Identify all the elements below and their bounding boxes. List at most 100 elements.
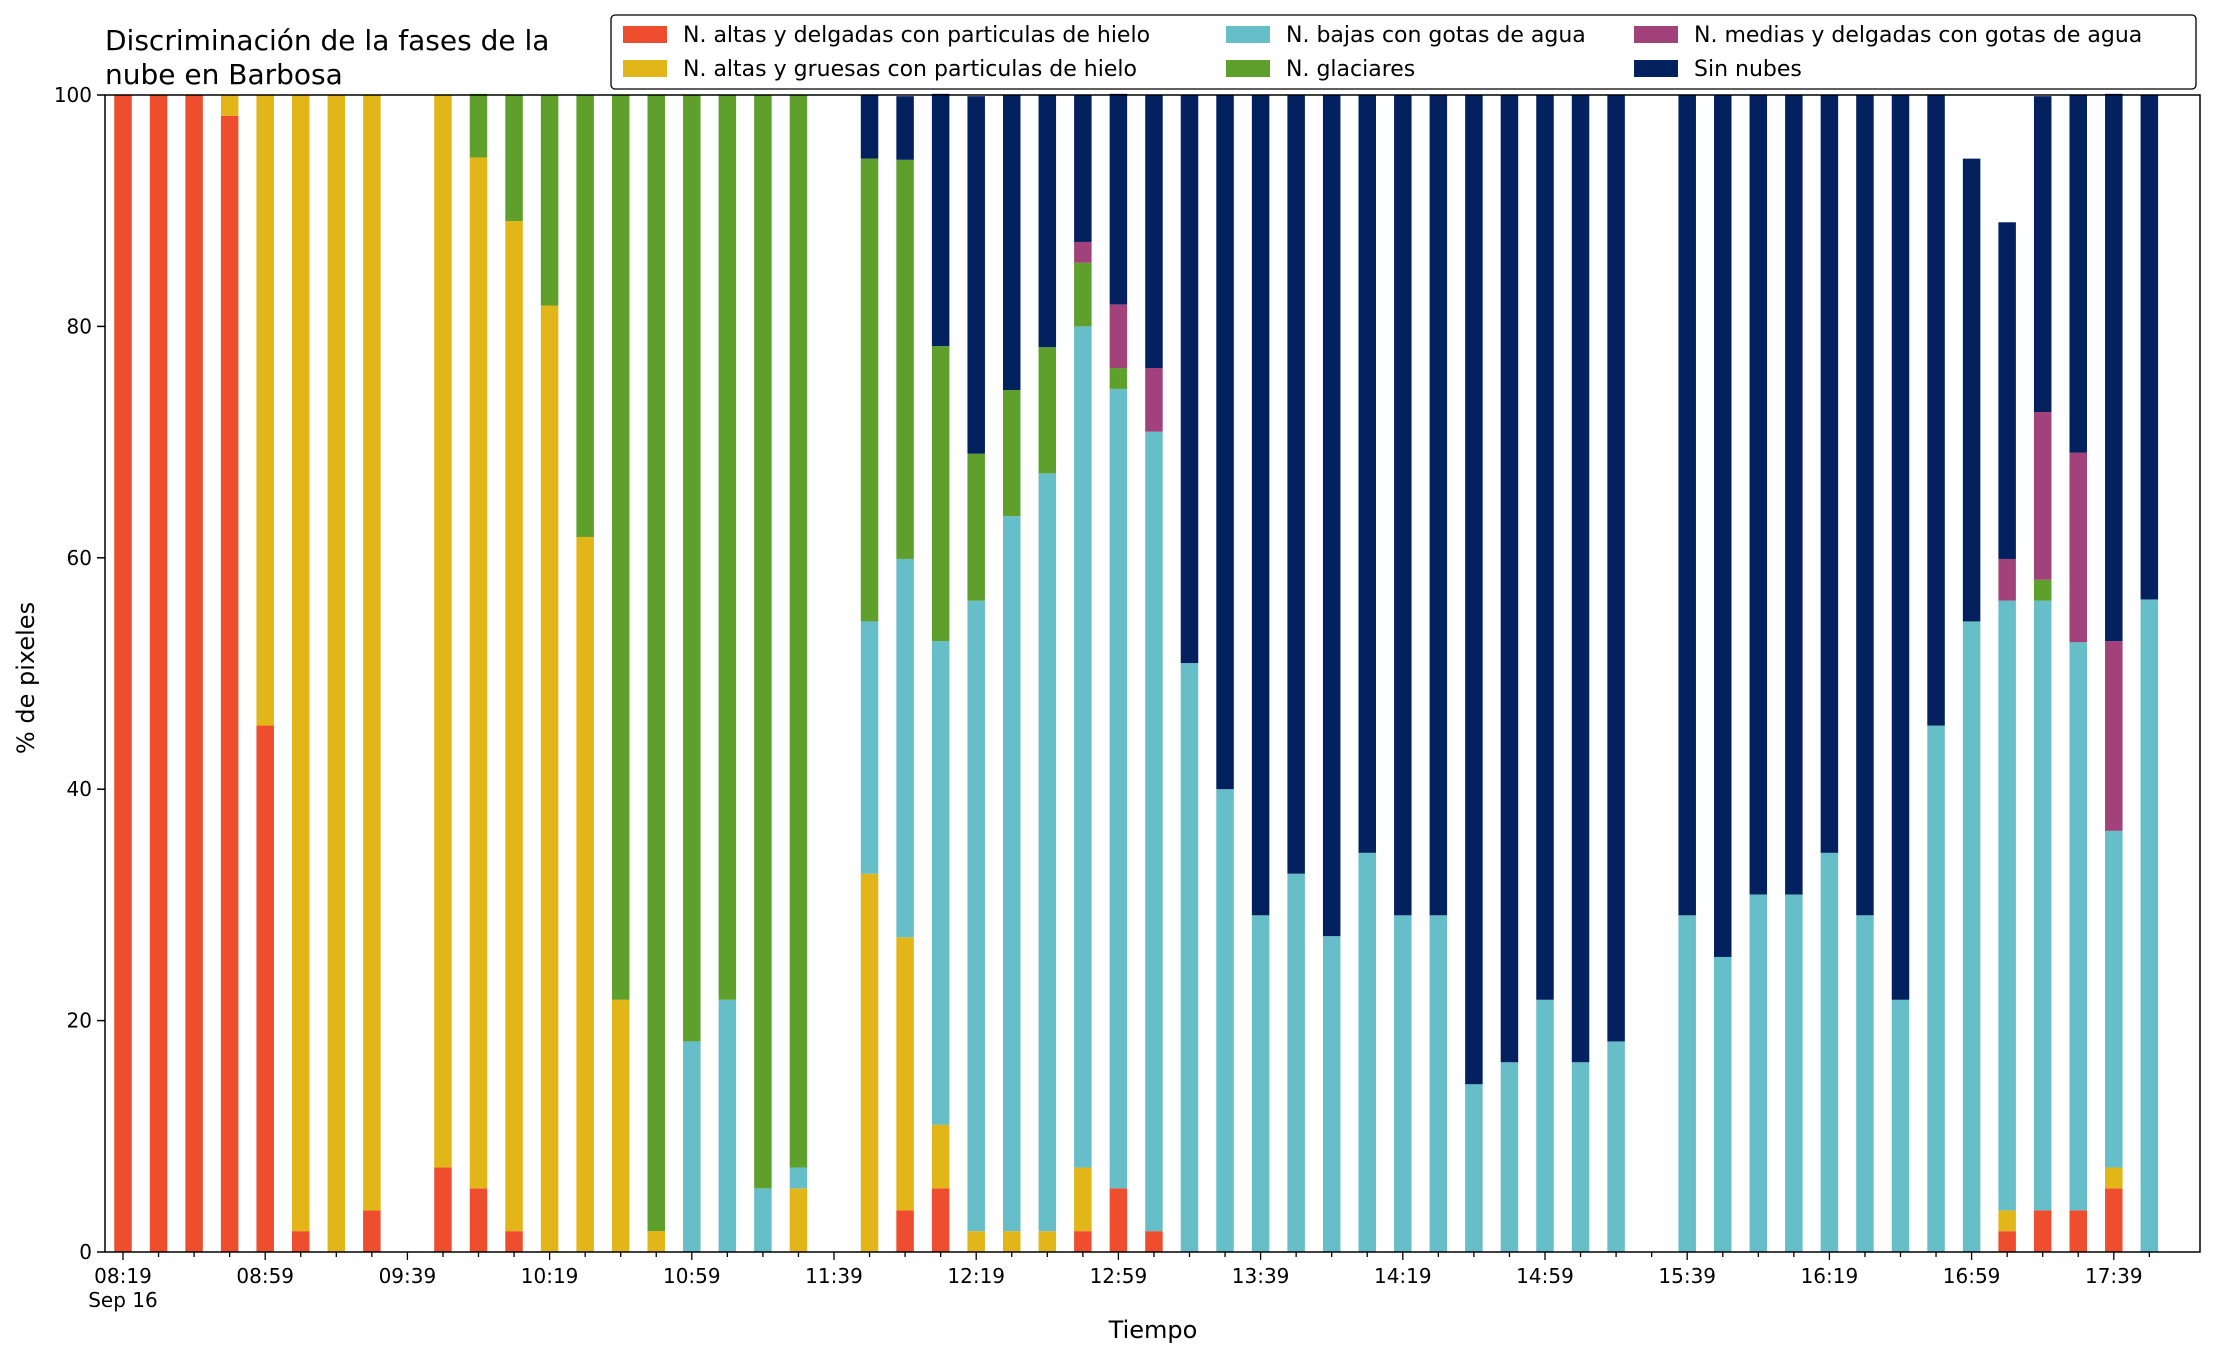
- bar-segment-1549-series-5: [1714, 95, 1732, 957]
- bar-segment-1009-series-1: [505, 221, 523, 1232]
- bar-segment-1259-series-0: [1109, 1188, 1128, 1252]
- bar-segment-0839-series-0: [185, 95, 203, 1252]
- bar-segment-1739-series-0: [2105, 1188, 2123, 1252]
- bar-segment-1659-series-2: [1962, 621, 1981, 1252]
- bar-segment-0959-series-1: [469, 157, 488, 1189]
- bar-segment-1209-series-3: [931, 346, 950, 642]
- bar-segment-1659-series-5: [1962, 158, 1981, 622]
- bar-segment-1559-series-5: [1749, 95, 1768, 895]
- y-tick-label: 40: [67, 777, 92, 801]
- bar-segment-1009-series-3: [505, 95, 523, 222]
- x-tick-label: 15:39: [1658, 1264, 1716, 1288]
- titles: Discriminación de la fases de la nube en…: [12, 24, 1197, 1344]
- bar-segment-1229-series-1: [1003, 1231, 1021, 1252]
- legend-swatch-3: [1226, 60, 1270, 77]
- bar-segment-0859-series-0: [256, 725, 274, 1252]
- bar-segment-1059-series-3: [683, 95, 701, 1042]
- bar-segment-0959-series-0: [469, 1188, 488, 1252]
- bar-segment-1249-series-1: [1074, 1167, 1092, 1232]
- bar-segment-1359-series-5: [1322, 95, 1341, 937]
- bar-segment-1339-series-5: [1251, 95, 1270, 916]
- bar-segment-1609-series-2: [1785, 894, 1803, 1252]
- bar-segment-1019-series-3: [540, 95, 559, 306]
- legend-label-2: N. bajas con gotas de agua: [1286, 23, 1586, 48]
- x-tick-label: 13:39: [1232, 1264, 1290, 1288]
- bar-segment-1239-series-2: [1038, 473, 1057, 1232]
- bar-segment-1249-series-4: [1074, 241, 1092, 263]
- bar-segment-1239-series-3: [1038, 347, 1057, 474]
- x-tick-label: 08:59: [236, 1264, 294, 1288]
- bar-segment-0819-series-0: [114, 95, 132, 1252]
- x-tick-label: 09:39: [379, 1264, 437, 1288]
- bar-segment-0909-series-1: [292, 95, 310, 1232]
- bar-segment-1709-series-0: [1998, 1231, 2016, 1252]
- bar-segment-1049-series-3: [647, 95, 665, 1232]
- bar-segment-1129-series-2: [789, 1167, 808, 1189]
- bar-segment-1219-series-5: [967, 96, 985, 454]
- bar-segment-1129-series-1: [789, 1188, 808, 1252]
- bar-segment-1409-series-2: [1358, 852, 1376, 1252]
- bar-segment-0849-series-0: [220, 115, 239, 1253]
- legend-swatch-4: [1634, 26, 1678, 43]
- legend-label-5: Sin nubes: [1694, 57, 1802, 82]
- x-tick-label: 11:39: [805, 1264, 863, 1288]
- y-tick-label: 0: [79, 1240, 92, 1264]
- bar-segment-1709-series-4: [1998, 558, 2016, 601]
- bar-segment-1109-series-2: [718, 999, 737, 1252]
- bar-segment-1459-series-5: [1536, 95, 1554, 1000]
- bar-segment-1719-series-2: [2033, 600, 2052, 1211]
- bar-segment-1259-series-3: [1109, 368, 1128, 389]
- y-tick-label: 60: [67, 546, 92, 570]
- x-tick-label: 12:19: [947, 1264, 1005, 1288]
- bar-segment-1709-series-5: [1998, 222, 2016, 559]
- bar-segment-1309-series-5: [1145, 95, 1163, 369]
- bar-segment-1739-series-1: [2105, 1167, 2123, 1189]
- bar-segment-1549-series-2: [1714, 956, 1732, 1252]
- bar-segment-0959-series-3: [469, 93, 488, 158]
- bar-segment-1629-series-2: [1856, 915, 1874, 1252]
- bar-segment-1029-series-1: [576, 536, 594, 1252]
- bar-segment-1329-series-2: [1216, 789, 1234, 1252]
- bar-segment-1219-series-1: [967, 1231, 985, 1252]
- bar-segment-1559-series-2: [1749, 894, 1768, 1252]
- bar-segment-1509-series-5: [1571, 95, 1590, 1063]
- bar-segment-0909-series-0: [292, 1231, 310, 1252]
- plot-frame: [104, 94, 2201, 1253]
- bar-segment-1049-series-1: [647, 1231, 665, 1252]
- bar-segment-1429-series-5: [1429, 95, 1448, 916]
- legend-swatch-1: [623, 60, 667, 77]
- bar-segment-1249-series-0: [1074, 1231, 1092, 1252]
- bar-segment-1359-series-2: [1322, 936, 1341, 1252]
- bar-segment-1229-series-3: [1003, 390, 1021, 517]
- bar-segment-1739-series-5: [2105, 93, 2123, 642]
- bar-segment-1439-series-5: [1465, 95, 1483, 1085]
- bar-segment-1159-series-2: [896, 558, 914, 938]
- bar-segment-1259-series-4: [1109, 304, 1128, 369]
- bar-segment-1729-series-4: [2069, 452, 2087, 643]
- bar-segment-1639-series-2: [1891, 999, 1910, 1252]
- bar-segment-0859-series-1: [256, 95, 274, 726]
- legend-swatch-2: [1226, 26, 1270, 43]
- x-tick-label: 14:19: [1374, 1264, 1432, 1288]
- bar-segment-1119-series-3: [754, 95, 772, 1189]
- bar-segment-1239-series-1: [1038, 1231, 1057, 1252]
- bar-segment-1149-series-2: [860, 621, 879, 874]
- bar-segment-1119-series-2: [754, 1188, 772, 1252]
- bar-segment-1339-series-2: [1251, 915, 1270, 1252]
- bar-segment-1719-series-4: [2033, 412, 2052, 580]
- bar-segment-1109-series-3: [718, 95, 737, 1000]
- bar-segment-0929-series-1: [363, 95, 381, 1211]
- y-axis-label: % de pixeles: [12, 602, 40, 754]
- bar-segment-1149-series-5: [860, 95, 879, 159]
- bar-segment-1349-series-5: [1287, 95, 1305, 874]
- bar-segment-1749-series-2: [2140, 599, 2159, 1252]
- bar-segment-1159-series-5: [896, 96, 914, 160]
- bar-segment-1729-series-5: [2069, 95, 2087, 453]
- bar-segment-1309-series-4: [1145, 368, 1163, 432]
- bar-segment-1229-series-5: [1003, 95, 1021, 391]
- bar-segment-1749-series-5: [2140, 95, 2159, 600]
- bar-segment-1259-series-5: [1109, 93, 1128, 305]
- bar-segment-1649-series-5: [1927, 95, 1945, 726]
- bar-segment-1639-series-5: [1891, 95, 1910, 1000]
